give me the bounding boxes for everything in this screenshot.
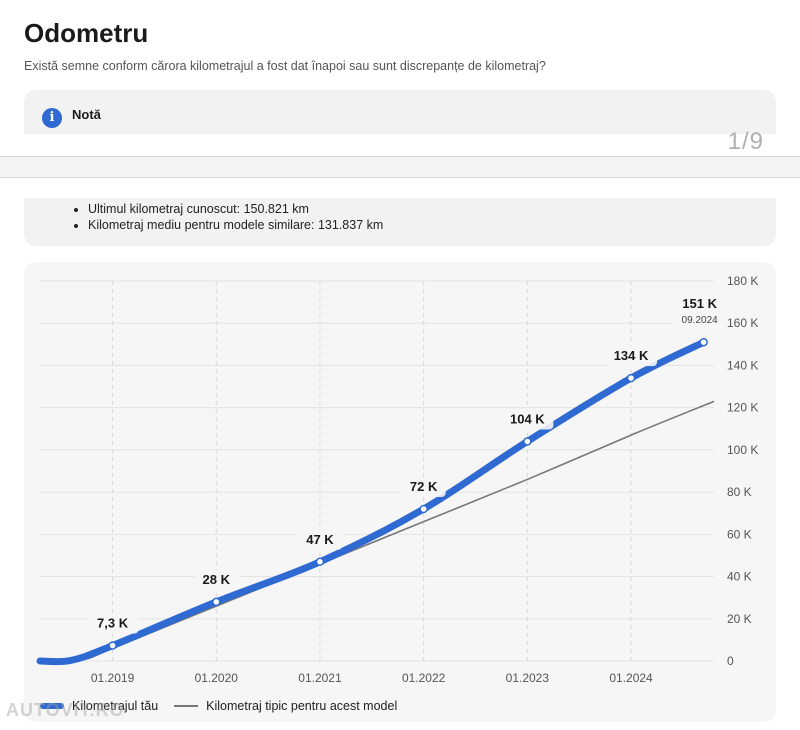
y-tick-label: 140 K: [727, 358, 758, 372]
data-label: 72 K: [410, 479, 438, 494]
data-label-bg: [501, 409, 554, 430]
y-tick-label: 120 K: [727, 401, 758, 415]
data-label-bg: [401, 477, 446, 497]
y-tick-label: 180 K: [727, 274, 758, 288]
page-counter: 1/9: [727, 128, 764, 155]
data-label-bg: [605, 346, 658, 367]
data-point: [315, 557, 325, 567]
data-label: 151 K: [682, 296, 717, 311]
data-sublabel: 09.2024: [682, 315, 719, 326]
data-label-bg: [86, 613, 139, 634]
series-line-your-mileage: [36, 338, 708, 666]
data-label-bg: [194, 569, 239, 590]
data-point: [523, 437, 532, 446]
bullet-last-known-mileage: Ultimul kilometraj cunoscut: 150.821 km: [88, 201, 383, 217]
data-point: [212, 597, 221, 607]
note-bullets: Ultimul kilometraj cunoscut: 150.821 km …: [24, 201, 383, 233]
note-panel: i Notă: [24, 90, 776, 134]
legend-item-typical-mileage[interactable]: Kilometraj tipic pentru acest model: [174, 699, 397, 713]
y-tick-label: 0: [727, 654, 734, 668]
x-tick-label: 01.2024: [609, 671, 653, 685]
y-tick-label: 80 K: [727, 485, 752, 499]
legend-swatch-gray: [174, 705, 199, 707]
note-label: Notă: [72, 107, 101, 122]
data-label: 104 K: [510, 411, 545, 426]
data-label-bg: [673, 294, 726, 329]
legend-item-your-mileage[interactable]: Kilometrajul tău: [40, 699, 158, 713]
page-title: Odometru: [24, 18, 149, 48]
x-tick-label: 01.2020: [195, 671, 239, 685]
chart-legend: Kilometrajul tău Kilometraj tipic pentru…: [40, 699, 413, 713]
y-tick-label: 40 K: [727, 570, 752, 584]
data-point: [626, 373, 636, 383]
y-tick-label: 100 K: [727, 443, 758, 457]
x-tick-label: 01.2021: [298, 671, 342, 685]
x-tick-label: 01.2023: [506, 671, 550, 685]
page-subtitle: Există semne conform cărora kilometrajul…: [24, 59, 546, 73]
data-label: 7,3 K: [97, 616, 129, 631]
data-label: 28 K: [203, 572, 231, 587]
x-tick-label: 01.2019: [91, 671, 135, 685]
note-bullets-panel: Ultimul kilometraj cunoscut: 150.821 km …: [24, 198, 776, 246]
y-tick-label: 160 K: [727, 316, 758, 330]
data-point: [699, 337, 708, 347]
x-tick-label: 01.2022: [402, 671, 446, 685]
data-label: 134 K: [614, 348, 649, 363]
data-point: [419, 504, 428, 514]
data-label: 47 K: [306, 532, 334, 547]
y-tick-label: 60 K: [727, 527, 752, 541]
bullet-average-mileage: Kilometraj mediu pentru modele similare:…: [88, 217, 383, 233]
legend-swatch-blue: [40, 703, 64, 709]
y-tick-label: 20 K: [727, 612, 752, 626]
watermark: AUTOVIT.RO: [6, 700, 125, 720]
legend-label-your-mileage: Kilometrajul tău: [72, 699, 159, 713]
screenshot-divider: [0, 156, 800, 178]
data-label-bg: [297, 529, 342, 550]
legend-label-typical-mileage: Kilometraj tipic pentru acest model: [206, 699, 398, 713]
data-point: [108, 641, 117, 650]
info-icon: i: [42, 108, 62, 128]
